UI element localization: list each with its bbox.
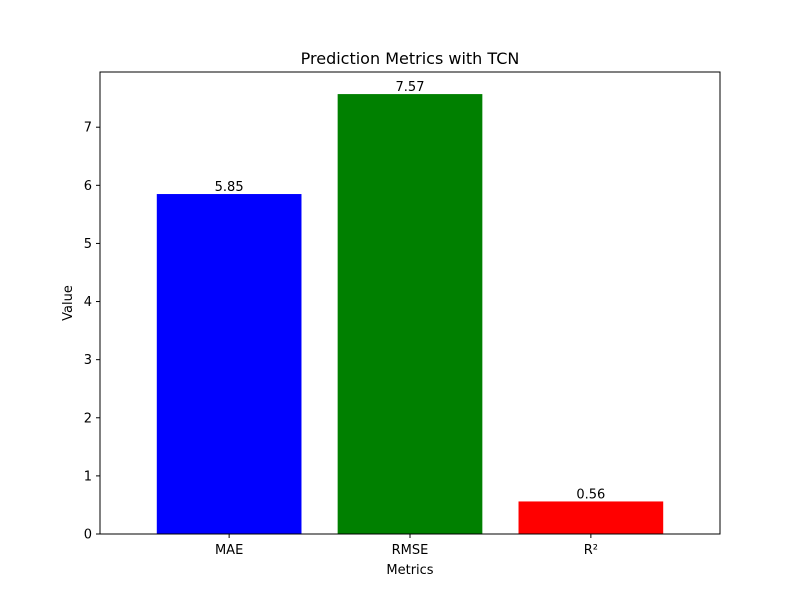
y-tick-label-5: 5 — [84, 237, 92, 252]
y-tick-label-0: 0 — [84, 528, 92, 543]
y-axis-ticks: 0 1 2 3 4 5 6 7 — [84, 121, 100, 543]
y-tick-label-1: 1 — [84, 469, 92, 484]
bar-1 — [156, 194, 302, 535]
data-label-3: 0.56 — [576, 487, 605, 502]
x-tick-label-2: RMSE — [392, 543, 429, 558]
y-tick-label-7: 7 — [84, 121, 92, 136]
y-tick-label-3: 3 — [84, 353, 92, 368]
y-tick-label-4: 4 — [84, 295, 92, 310]
x-axis-ticks: MAE RMSE R² — [215, 534, 598, 558]
x-tick-label-1: MAE — [215, 543, 243, 558]
data-labels-group: 5.85 7.57 0.56 — [215, 80, 606, 502]
data-label-2: 7.57 — [396, 80, 425, 95]
y-tick-label-6: 6 — [84, 179, 92, 194]
y-axis-label: Value — [61, 285, 76, 321]
chart-title: Prediction Metrics with TCN — [301, 49, 520, 68]
x-tick-label-3: R² — [584, 543, 598, 558]
data-label-1: 5.85 — [215, 180, 244, 195]
y-tick-label-2: 2 — [84, 411, 92, 426]
plot-frame — [99, 71, 721, 535]
bar-3 — [518, 501, 664, 534]
bar-2 — [337, 94, 483, 535]
bars-group — [156, 94, 664, 535]
x-axis-label: Metrics — [386, 563, 433, 578]
